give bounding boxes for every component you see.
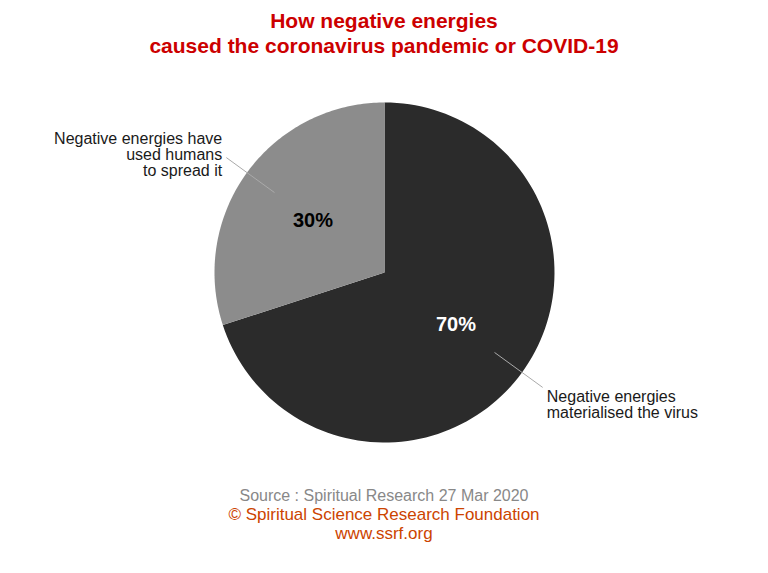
html-text:© Spiritual Science Research F: © Spiritual Science Research Foundation — [228, 505, 540, 524]
svg-text:Negative energies haveused hum: Negative energies haveused humansto spre… — [54, 130, 223, 179]
svg-text:30%: 30% — [293, 209, 333, 231]
svg-text:Negative energiesmaterialised: Negative energiesmaterialised the virus — [547, 388, 698, 421]
svg-text:70%: 70% — [436, 313, 476, 335]
html-text:Source : Spiritual Research 27: Source : Spiritual Research 27 Mar 2020 — [239, 487, 529, 504]
html-text:www.ssrf.org: www.ssrf.org — [335, 524, 433, 543]
html-text:How negative energies caused t: How negative energies caused the coronav… — [149, 9, 619, 57]
